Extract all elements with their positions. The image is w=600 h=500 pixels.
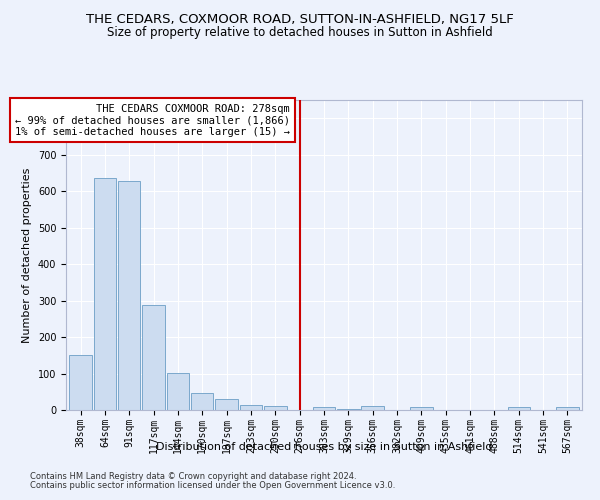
Bar bbox=[118, 181, 140, 410]
Text: THE CEDARS, COXMOOR ROAD, SUTTON-IN-ASHFIELD, NG17 5LF: THE CEDARS, COXMOOR ROAD, SUTTON-IN-ASHF… bbox=[86, 12, 514, 26]
Bar bbox=[240, 405, 262, 410]
Text: Distribution of detached houses by size in Sutton in Ashfield: Distribution of detached houses by size … bbox=[156, 442, 492, 452]
Bar bbox=[167, 373, 189, 410]
Bar bbox=[191, 393, 214, 410]
Text: Size of property relative to detached houses in Sutton in Ashfield: Size of property relative to detached ho… bbox=[107, 26, 493, 39]
Bar bbox=[313, 408, 335, 410]
Bar bbox=[215, 399, 238, 410]
Y-axis label: Number of detached properties: Number of detached properties bbox=[22, 168, 32, 342]
Bar bbox=[361, 406, 384, 410]
Bar bbox=[264, 406, 287, 410]
Bar bbox=[142, 305, 165, 410]
Text: Contains public sector information licensed under the Open Government Licence v3: Contains public sector information licen… bbox=[30, 481, 395, 490]
Text: THE CEDARS COXMOOR ROAD: 278sqm
← 99% of detached houses are smaller (1,866)
1% : THE CEDARS COXMOOR ROAD: 278sqm ← 99% of… bbox=[15, 104, 290, 137]
Bar bbox=[508, 407, 530, 410]
Bar bbox=[94, 178, 116, 410]
Bar bbox=[410, 407, 433, 410]
Bar bbox=[337, 408, 359, 410]
Text: Contains HM Land Registry data © Crown copyright and database right 2024.: Contains HM Land Registry data © Crown c… bbox=[30, 472, 356, 481]
Bar bbox=[70, 356, 92, 410]
Bar bbox=[556, 407, 578, 410]
